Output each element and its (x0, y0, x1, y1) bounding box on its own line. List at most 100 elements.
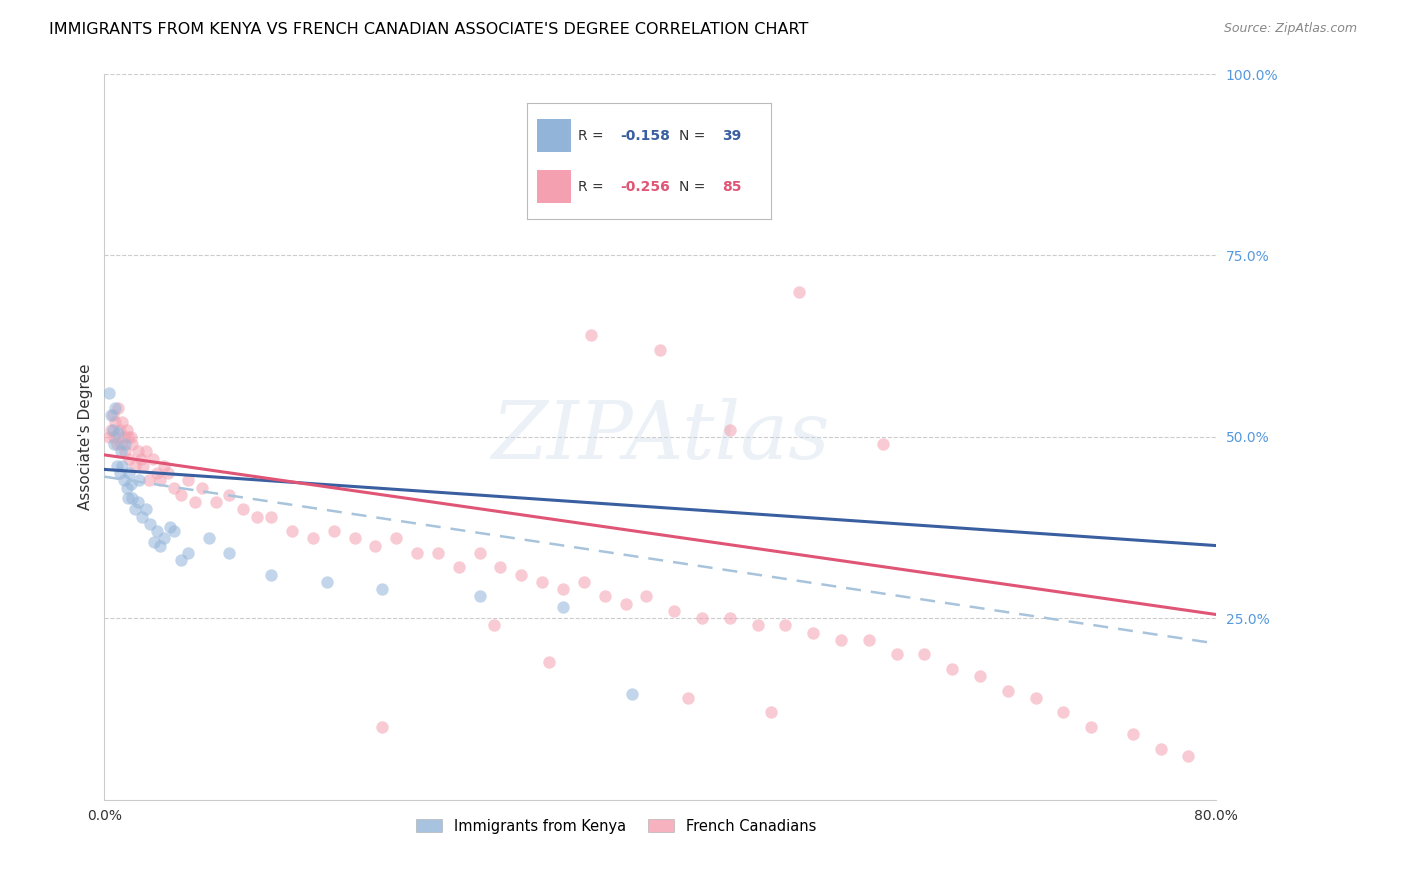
Point (131, 509, 153, 524)
Point (468, 590, 491, 604)
Point (105, 437, 128, 451)
Point (153, 532, 176, 546)
Point (489, 560, 512, 574)
Point (107, 426, 129, 441)
Point (124, 502, 146, 516)
Point (124, 458, 146, 473)
Point (551, 582, 574, 596)
Point (105, 458, 128, 473)
Point (775, 618, 797, 632)
Point (117, 430, 139, 444)
Point (101, 408, 124, 422)
Point (132, 458, 155, 473)
Point (747, 618, 769, 632)
Point (690, 611, 713, 625)
Point (107, 401, 129, 415)
Point (232, 502, 254, 516)
Point (1080, 720, 1102, 734)
Point (830, 632, 852, 647)
Point (135, 502, 157, 516)
Point (108, 423, 131, 437)
Point (103, 430, 125, 444)
Legend: Immigrants from Kenya, French Canadians: Immigrants from Kenya, French Canadians (411, 813, 821, 839)
Point (761, 706, 783, 720)
Point (579, 328, 602, 343)
Point (260, 567, 283, 582)
Point (872, 437, 894, 451)
Point (886, 648, 908, 662)
Point (385, 532, 408, 546)
Point (127, 444, 149, 458)
Point (100, 423, 122, 437)
Point (111, 458, 134, 473)
Point (468, 546, 491, 560)
Point (170, 553, 193, 567)
Point (614, 597, 637, 611)
Point (143, 535, 166, 549)
Point (108, 466, 131, 480)
Point (111, 415, 134, 429)
Point (371, 582, 394, 596)
Point (510, 567, 533, 582)
Point (115, 481, 138, 495)
Point (121, 437, 143, 451)
Point (149, 473, 172, 487)
Point (157, 466, 180, 480)
Point (117, 491, 139, 506)
Point (163, 524, 186, 538)
Point (120, 477, 142, 491)
Point (343, 532, 366, 546)
Point (858, 632, 880, 647)
Y-axis label: Associate's Degree: Associate's Degree (79, 364, 93, 510)
Point (662, 604, 685, 618)
Point (426, 546, 449, 560)
Point (112, 473, 135, 487)
Text: IMMIGRANTS FROM KENYA VS FRENCH CANADIAN ASSOCIATE'S DEGREE CORRELATION CHART: IMMIGRANTS FROM KENYA VS FRENCH CANADIAN… (49, 22, 808, 37)
Point (112, 430, 135, 444)
Point (406, 546, 429, 560)
Point (146, 466, 169, 480)
Point (139, 516, 162, 531)
Point (572, 574, 595, 589)
Point (97, 430, 120, 444)
Point (1052, 706, 1074, 720)
Point (183, 495, 205, 509)
Point (1177, 749, 1199, 764)
Point (190, 481, 212, 495)
Point (121, 491, 143, 506)
Point (149, 539, 172, 553)
Point (246, 509, 269, 524)
Point (170, 488, 193, 502)
Text: Source: ZipAtlas.com: Source: ZipAtlas.com (1223, 22, 1357, 36)
Point (650, 343, 672, 357)
Point (218, 546, 240, 560)
Point (97, 386, 120, 401)
Point (103, 437, 125, 451)
Point (135, 444, 157, 458)
Point (127, 495, 149, 509)
Point (159, 520, 181, 534)
Point (104, 415, 127, 429)
Point (941, 662, 963, 676)
Point (787, 285, 810, 299)
Point (110, 444, 132, 458)
Point (100, 408, 122, 422)
Point (142, 451, 165, 466)
Point (801, 625, 824, 640)
Point (1024, 690, 1046, 705)
Point (218, 488, 240, 502)
Text: ZIPAtlas: ZIPAtlas (491, 398, 830, 475)
Point (1122, 727, 1144, 741)
Point (177, 473, 200, 487)
Point (551, 600, 574, 615)
Point (364, 539, 387, 553)
Point (676, 690, 699, 705)
Point (997, 683, 1019, 698)
Point (138, 473, 160, 487)
Point (260, 509, 283, 524)
Point (593, 590, 616, 604)
Point (281, 524, 304, 538)
Point (204, 495, 226, 509)
Point (371, 720, 394, 734)
Point (104, 401, 127, 415)
